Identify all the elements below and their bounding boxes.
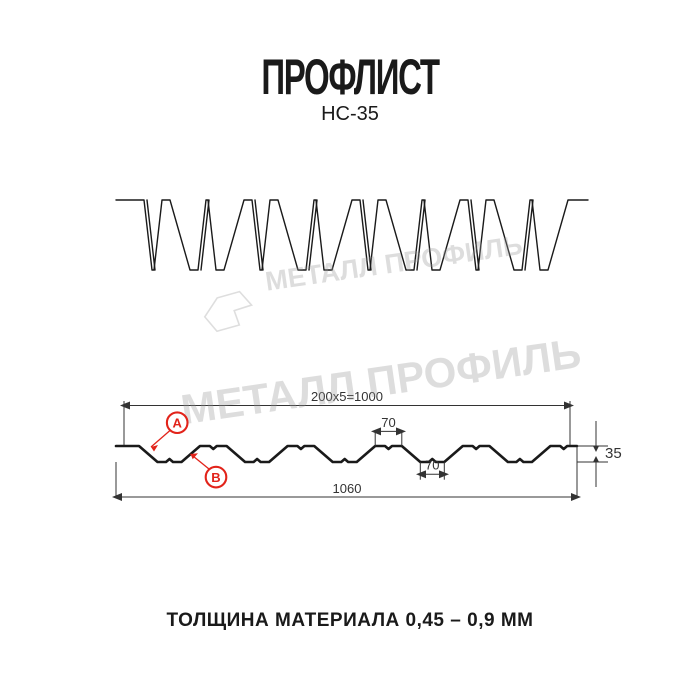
svg-text:35: 35 — [605, 445, 622, 462]
svg-text:70: 70 — [425, 458, 439, 473]
svg-text:70: 70 — [381, 415, 395, 430]
svg-text:B: B — [211, 470, 220, 485]
svg-text:МЕТАЛЛ ПРОФИЛЬ: МЕТАЛЛ ПРОФИЛЬ — [263, 230, 524, 297]
svg-text:A: A — [173, 416, 183, 431]
svg-text:1060: 1060 — [333, 481, 362, 496]
